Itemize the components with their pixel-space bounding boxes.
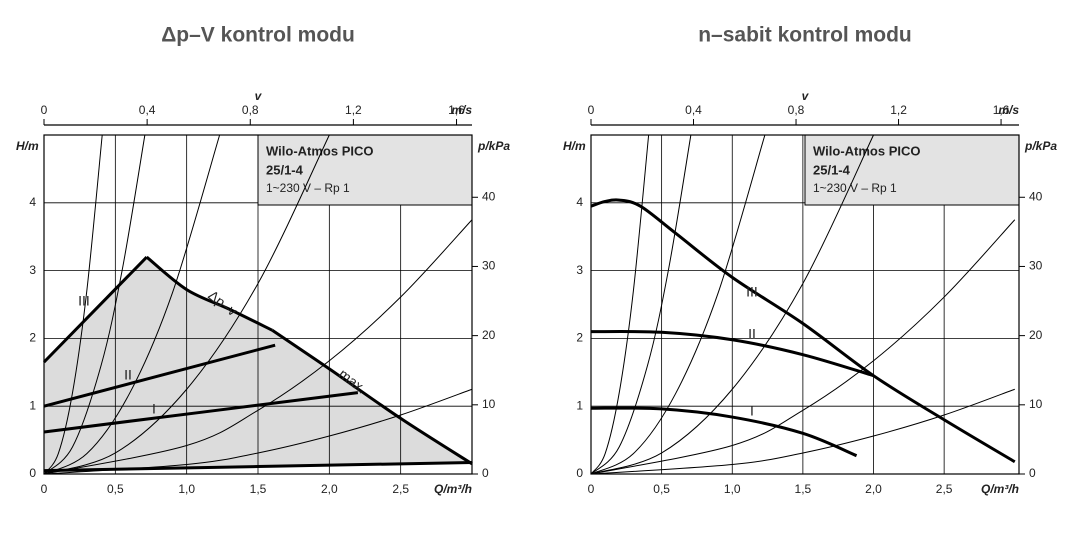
x2-tick-label: 0,8 (242, 103, 259, 117)
x-axis-label: Q/m³/h (981, 482, 1019, 496)
curve-label: I (750, 403, 754, 419)
chart-title: Δp–V kontrol modu (161, 24, 355, 47)
curve (43, 219, 473, 475)
curve-label: II (748, 326, 756, 342)
y-axis-label: H/m (16, 139, 39, 153)
y-tick-label: 2 (29, 331, 36, 345)
curve (271, 329, 473, 466)
y2-tick-label: 20 (482, 328, 496, 342)
x2-tick-label: 1,6 (448, 103, 465, 117)
y2-tick-label: 0 (1029, 466, 1036, 480)
y-tick-label: 0 (29, 466, 36, 480)
curve (43, 388, 473, 475)
y-tick-label: 2 (576, 331, 583, 345)
y-tick-label: 3 (576, 263, 583, 277)
y2-tick-label: 0 (482, 466, 489, 480)
curve (43, 134, 221, 475)
curve-label: III (746, 284, 758, 300)
x2-tick-label: 0,4 (685, 103, 702, 117)
y2-axis-label: p/kPa (477, 139, 510, 153)
x-tick-label: 1,0 (178, 482, 195, 496)
info-box (804, 134, 1020, 206)
y-tick-label: 4 (29, 195, 36, 209)
curve (43, 343, 276, 408)
curve (590, 198, 1016, 464)
x-tick-label: 1,0 (724, 482, 741, 496)
info-text: 1~230 V – Rp 1 (813, 181, 897, 195)
x2-axis-unit: m/s (451, 103, 472, 117)
y2-tick-label: 20 (1029, 328, 1043, 342)
curve (43, 134, 146, 475)
x2-tick-label: 1,6 (993, 103, 1010, 117)
curve (42, 255, 148, 364)
curve (590, 219, 1016, 475)
x-tick-label: 2,5 (392, 482, 409, 496)
x2-tick-label: 0 (41, 103, 48, 117)
curve-label: III (78, 293, 90, 309)
x-tick-label: 2,0 (321, 482, 338, 496)
x-tick-label: 2,5 (936, 482, 953, 496)
curve (590, 406, 858, 458)
x2-axis-label: v (255, 89, 263, 103)
x2-tick-label: 0 (588, 103, 595, 117)
x-tick-label: 1,5 (795, 482, 812, 496)
x2-tick-label: 1,2 (890, 103, 907, 117)
plot-frame (590, 134, 1020, 475)
info-text: 25/1-4 (813, 162, 851, 177)
y2-tick-label: 40 (1029, 189, 1043, 203)
y2-tick-label: 40 (482, 189, 496, 203)
y2-tick-label: 10 (1029, 397, 1043, 411)
curve (145, 255, 273, 332)
curve (43, 460, 473, 473)
curve (590, 134, 650, 475)
curve (590, 134, 874, 475)
info-text: 25/1-4 (266, 162, 304, 177)
y-tick-label: 3 (29, 263, 36, 277)
curve (590, 134, 766, 475)
curve (590, 329, 874, 378)
y2-axis-label: p/kPa (1024, 139, 1057, 153)
x-tick-label: 0,5 (653, 482, 670, 496)
x-tick-label: 0 (41, 482, 48, 496)
y-axis-label: H/m (563, 139, 586, 153)
curve-label: I (152, 401, 156, 417)
curve (43, 134, 103, 475)
curve (43, 134, 330, 475)
info-text: Wilo-Atmos PICO (813, 143, 921, 158)
x2-tick-label: 0,8 (788, 103, 805, 117)
curve-label: II (124, 367, 132, 383)
y-tick-label: 0 (576, 466, 583, 480)
chart-title: n–sabit kontrol modu (698, 24, 912, 47)
x-tick-label: 0 (588, 482, 595, 496)
x-axis-label: Q/m³/h (434, 482, 472, 496)
y-tick-label: 1 (29, 398, 36, 412)
curve (590, 388, 1015, 475)
info-text: 1~230 V – Rp 1 (266, 181, 350, 195)
x-tick-label: 1,5 (250, 482, 267, 496)
plot-frame (43, 134, 473, 475)
info-text: Wilo-Atmos PICO (266, 143, 374, 158)
x2-axis-unit: m/s (998, 103, 1019, 117)
y-tick-label: 4 (576, 195, 583, 209)
x-tick-label: 0,5 (107, 482, 124, 496)
x2-tick-label: 0,4 (139, 103, 156, 117)
x2-axis-label: v (802, 89, 810, 103)
y2-tick-label: 30 (482, 259, 496, 273)
x-tick-label: 2,0 (865, 482, 882, 496)
y2-tick-label: 30 (1029, 259, 1043, 273)
x2-tick-label: 1,2 (345, 103, 362, 117)
curve (590, 134, 692, 475)
y-tick-label: 1 (576, 398, 583, 412)
y2-tick-label: 10 (482, 397, 496, 411)
curve (43, 391, 359, 434)
